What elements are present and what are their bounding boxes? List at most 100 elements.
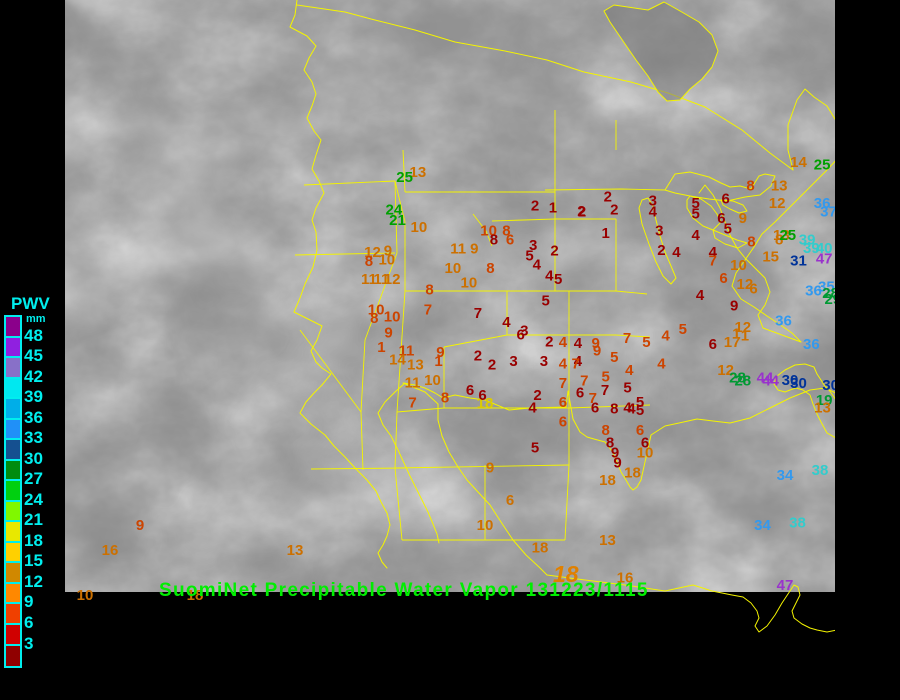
svg-text:8: 8 <box>490 232 498 249</box>
svg-text:3: 3 <box>540 353 548 370</box>
svg-text:4: 4 <box>692 227 701 244</box>
svg-text:7: 7 <box>572 356 580 373</box>
svg-text:4: 4 <box>528 400 537 417</box>
svg-text:13: 13 <box>287 542 304 559</box>
svg-text:1: 1 <box>741 328 749 345</box>
svg-text:5: 5 <box>679 321 687 338</box>
svg-text:1: 1 <box>602 225 610 242</box>
svg-text:7: 7 <box>559 375 567 392</box>
svg-text:18: 18 <box>599 472 616 489</box>
svg-text:10: 10 <box>730 257 747 274</box>
svg-text:4: 4 <box>623 400 632 417</box>
svg-text:2: 2 <box>488 357 496 374</box>
svg-text:16: 16 <box>102 542 119 559</box>
svg-text:4: 4 <box>649 203 658 220</box>
svg-text:2: 2 <box>578 203 586 220</box>
svg-text:8: 8 <box>747 233 755 250</box>
svg-text:6: 6 <box>576 385 584 402</box>
svg-text:8: 8 <box>370 310 378 327</box>
svg-text:6: 6 <box>559 394 567 411</box>
svg-text:29: 29 <box>824 291 835 308</box>
svg-text:7: 7 <box>408 395 416 412</box>
svg-text:5: 5 <box>542 292 550 309</box>
svg-text:14: 14 <box>790 154 807 171</box>
svg-text:2: 2 <box>545 333 553 350</box>
svg-text:6: 6 <box>466 382 474 399</box>
svg-text:10: 10 <box>77 587 94 604</box>
svg-text:6: 6 <box>591 400 599 417</box>
svg-text:4: 4 <box>672 244 681 261</box>
svg-text:8: 8 <box>746 178 754 195</box>
svg-text:5: 5 <box>610 349 618 366</box>
svg-text:10: 10 <box>461 275 478 292</box>
svg-text:36: 36 <box>775 313 792 330</box>
svg-text:47: 47 <box>816 251 833 268</box>
svg-text:10: 10 <box>384 308 401 325</box>
svg-text:9: 9 <box>486 460 494 477</box>
svg-text:6: 6 <box>722 191 730 208</box>
svg-text:6: 6 <box>478 387 486 404</box>
svg-text:38: 38 <box>812 462 829 479</box>
svg-text:8: 8 <box>425 282 433 299</box>
svg-text:25: 25 <box>396 169 413 186</box>
svg-text:2: 2 <box>474 348 482 365</box>
svg-text:34: 34 <box>754 517 771 534</box>
svg-text:4: 4 <box>559 334 568 351</box>
svg-text:34: 34 <box>777 467 794 484</box>
svg-text:8: 8 <box>610 401 618 418</box>
svg-text:8: 8 <box>365 253 373 270</box>
svg-text:1: 1 <box>549 200 557 217</box>
svg-text:8: 8 <box>486 260 494 277</box>
svg-text:5: 5 <box>554 271 562 288</box>
svg-text:6: 6 <box>719 270 727 287</box>
svg-text:13: 13 <box>599 532 616 549</box>
svg-text:7: 7 <box>709 253 717 270</box>
svg-text:4: 4 <box>533 257 542 274</box>
svg-text:7: 7 <box>474 305 482 322</box>
svg-text:4: 4 <box>625 362 634 379</box>
svg-text:4: 4 <box>657 356 666 373</box>
svg-text:30: 30 <box>782 372 799 389</box>
svg-text:3: 3 <box>509 353 517 370</box>
svg-text:36: 36 <box>803 336 820 353</box>
svg-text:12: 12 <box>769 195 786 212</box>
svg-text:6: 6 <box>506 232 514 249</box>
svg-text:9: 9 <box>470 241 478 258</box>
svg-text:10: 10 <box>411 219 428 236</box>
svg-text:47: 47 <box>777 577 794 594</box>
svg-text:21: 21 <box>389 212 406 229</box>
svg-text:2: 2 <box>610 201 618 218</box>
svg-text:2: 2 <box>531 198 539 215</box>
svg-text:5: 5 <box>724 221 732 238</box>
svg-text:4: 4 <box>502 314 511 331</box>
svg-text:12: 12 <box>384 271 401 288</box>
svg-text:4: 4 <box>574 335 583 352</box>
svg-text:18: 18 <box>532 540 549 557</box>
svg-text:5: 5 <box>636 402 644 419</box>
svg-text:38: 38 <box>789 515 806 532</box>
svg-text:44: 44 <box>757 370 774 387</box>
svg-text:2: 2 <box>657 242 665 259</box>
svg-text:10: 10 <box>637 445 654 462</box>
svg-text:9: 9 <box>613 455 621 472</box>
svg-text:6: 6 <box>559 413 567 430</box>
svg-text:5: 5 <box>692 206 700 223</box>
svg-text:17: 17 <box>724 334 741 351</box>
svg-text:28: 28 <box>729 370 746 387</box>
svg-text:31: 31 <box>790 253 807 270</box>
svg-text:9: 9 <box>739 210 747 227</box>
svg-text:8: 8 <box>441 390 449 407</box>
svg-text:9: 9 <box>730 298 738 315</box>
svg-text:13: 13 <box>814 400 831 417</box>
svg-text:5: 5 <box>623 380 631 397</box>
svg-text:25: 25 <box>814 156 831 173</box>
svg-text:3: 3 <box>655 223 663 240</box>
svg-text:6: 6 <box>709 336 717 353</box>
svg-text:5: 5 <box>531 440 539 457</box>
svg-text:13: 13 <box>407 357 424 374</box>
svg-text:4: 4 <box>559 356 568 373</box>
svg-text:14: 14 <box>389 351 406 368</box>
svg-text:15: 15 <box>762 248 779 265</box>
svg-text:2: 2 <box>550 242 558 259</box>
svg-text:10: 10 <box>477 517 494 534</box>
